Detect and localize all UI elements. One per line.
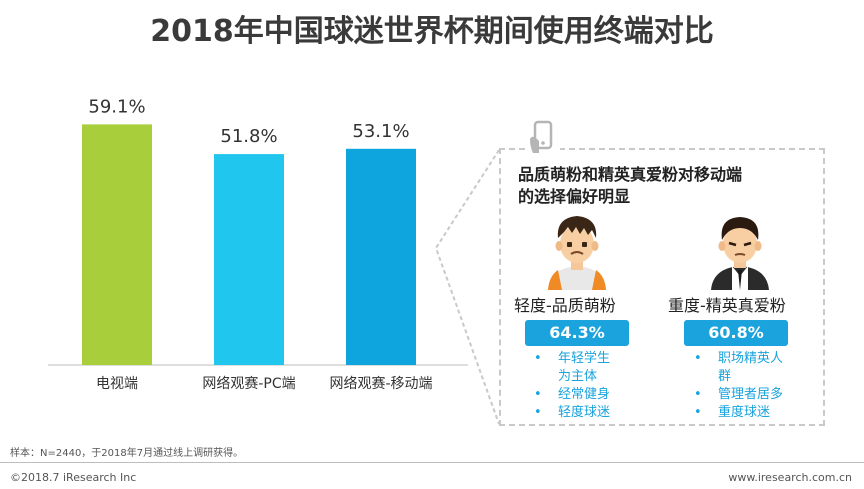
bullet-item: 管理者居多 bbox=[690, 386, 783, 404]
callout-headline: 品质萌粉和精英真爱粉对移动端 的选择偏好明显 bbox=[518, 164, 818, 208]
bar-1 bbox=[82, 124, 152, 365]
bar-3 bbox=[346, 148, 416, 365]
group-label-light-fans: 轻度-品质萌粉 bbox=[514, 296, 616, 315]
category-label: 网络观赛-PC端 bbox=[202, 376, 295, 392]
footer-divider bbox=[0, 462, 864, 463]
sample-footnote: 样本：N=2440，于2018年7月通过线上调研获得。 bbox=[10, 448, 244, 459]
elite-fan-avatar bbox=[705, 210, 775, 294]
bar-value-label: 59.1% bbox=[88, 96, 145, 117]
copyright-text: ©2018.7 iResearch Inc bbox=[10, 471, 137, 484]
bullet-item: 经常健身 bbox=[530, 386, 610, 404]
bar-2 bbox=[214, 154, 284, 365]
bullet-item: 重度球迷 bbox=[690, 404, 783, 422]
percent-badge-heavy-fans: 60.8% bbox=[684, 320, 788, 346]
website-link[interactable]: www.iresearch.com.cn bbox=[728, 471, 852, 484]
bar-value-label: 51.8% bbox=[220, 126, 277, 147]
bullet-item: 轻度球迷 bbox=[530, 404, 610, 422]
bullet-item: 年轻学生 bbox=[530, 350, 610, 368]
student-fan-avatar bbox=[542, 210, 612, 294]
page-title: 2018年中国球迷世界杯期间使用终端对比 bbox=[150, 14, 714, 49]
percent-badge-light-fans: 64.3% bbox=[525, 320, 629, 346]
bullet-item: 职场精英人 bbox=[690, 350, 783, 368]
bar-value-label: 53.1% bbox=[352, 121, 409, 142]
headline-line-1: 品质萌粉和精英真爱粉对移动端 bbox=[518, 165, 743, 184]
bullet-item-continuation: 为主体 bbox=[530, 368, 610, 386]
category-label: 电视端 bbox=[96, 376, 138, 392]
group-label-heavy-fans: 重度-精英真爱粉 bbox=[668, 296, 786, 315]
bullet-list-light-fans: 年轻学生 为主体 经常健身 轻度球迷 bbox=[530, 350, 610, 422]
phone-hand-icon bbox=[526, 119, 560, 157]
bullet-list-heavy-fans: 职场精英人 群 管理者居多 重度球迷 bbox=[690, 350, 783, 422]
bullet-item-continuation: 群 bbox=[690, 368, 783, 386]
bullet-text: 群 bbox=[718, 369, 732, 384]
bullet-text: 为主体 bbox=[558, 369, 598, 384]
category-label: 网络观赛-移动端 bbox=[329, 376, 432, 392]
headline-line-2: 的选择偏好明显 bbox=[518, 187, 631, 206]
